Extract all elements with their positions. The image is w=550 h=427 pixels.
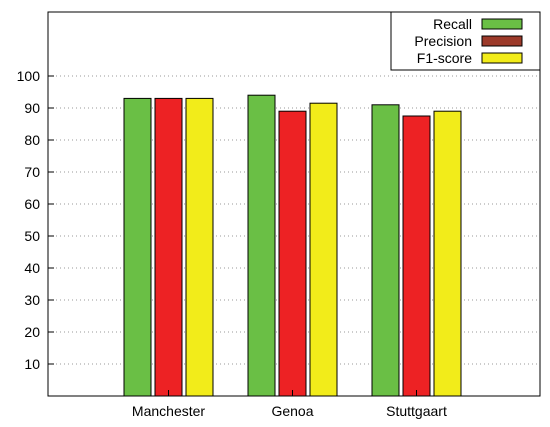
x-tick-label: Stuttgaart — [386, 403, 447, 419]
legend-swatch — [481, 18, 523, 30]
bars — [123, 94, 462, 397]
y-axis-ticks: 10 20 30 40 50 60 70 80 90 100 — [17, 68, 54, 372]
plot-frame — [47, 11, 541, 397]
x-tick-label: Manchester — [132, 403, 205, 419]
bar-f1-score-genoa — [309, 102, 338, 397]
legend-swatch — [481, 52, 523, 64]
x-tick-label: Genoa — [271, 403, 313, 419]
bar-precision-genoa — [278, 110, 307, 397]
y-tick-label: 50 — [24, 228, 40, 244]
y-tick-label: 90 — [24, 100, 40, 116]
y-tick-label: 10 — [24, 356, 40, 372]
legend-swatch — [481, 35, 523, 47]
y-tick-label: 20 — [24, 324, 40, 340]
y-tick-label: 30 — [24, 292, 40, 308]
legend-label: F1-score — [417, 50, 472, 66]
y-tick-label: 100 — [17, 68, 41, 84]
legend-label: Precision — [414, 33, 472, 49]
bar-precision-stuttgaart — [402, 115, 431, 397]
x-axis-ticks: Manchester Genoa Stuttgaart — [132, 390, 447, 419]
bar-recall-stuttgaart — [371, 104, 400, 397]
bar-recall-manchester — [123, 97, 152, 397]
y-tick-label: 80 — [24, 132, 40, 148]
bar-f1-score-stuttgaart — [433, 110, 462, 397]
bar-f1-score-manchester — [185, 97, 214, 397]
legend-label: Recall — [433, 16, 472, 32]
y-tick-label: 70 — [24, 164, 40, 180]
y-tick-label: 40 — [24, 260, 40, 276]
bar-precision-manchester — [154, 97, 183, 397]
y-tick-label: 60 — [24, 196, 40, 212]
bar-recall-genoa — [247, 94, 276, 397]
